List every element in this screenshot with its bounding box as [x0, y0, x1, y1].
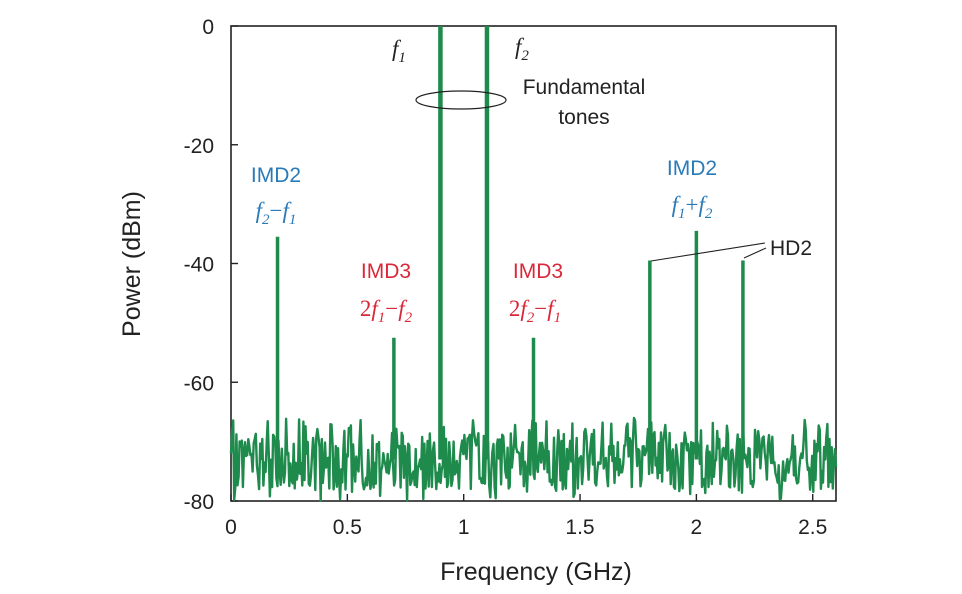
f2-label: f2: [515, 34, 529, 64]
hd2-label: HD2: [770, 237, 812, 260]
y-tick-label: -80: [184, 491, 214, 514]
imd2-right-expr: f1+f2: [672, 192, 713, 222]
f1-label: f1: [392, 36, 406, 66]
y-axis-title: Power (dBm): [118, 191, 146, 337]
fundamental-ellipse: [415, 90, 507, 110]
imd3-right-title: IMD3: [513, 260, 563, 283]
x-tick-label: 2.5: [798, 516, 827, 539]
x-tick-label: 1: [458, 516, 470, 539]
imd2-right-title: IMD2: [667, 157, 717, 180]
x-axis-title: Frequency (GHz): [440, 558, 632, 586]
y-tick-label: -40: [184, 254, 214, 277]
y-tick-label: -60: [184, 372, 214, 395]
fundamental-label: Fundamental: [523, 76, 646, 99]
hd2-leader-left: [650, 242, 766, 262]
imd2-left-title: IMD2: [251, 164, 301, 187]
spectrum-trace: [229, 26, 838, 502]
x-tick-label: 2: [691, 516, 703, 539]
tones-label: tones: [558, 106, 609, 129]
x-tick-label: 1.5: [565, 516, 594, 539]
imd3-left-expr: 2f1−f2: [360, 296, 413, 326]
hd2-leader-right: [743, 247, 767, 259]
imd2-left-expr: f2−f1: [256, 198, 297, 228]
imd3-right-expr: 2f2−f1: [509, 296, 561, 326]
noise-floor-trace: [229, 416, 838, 502]
x-axis: 0 0.5 1 1.5 2 2.5: [225, 494, 827, 539]
imd3-left-title: IMD3: [361, 260, 411, 283]
x-tick-label: 0: [225, 516, 237, 539]
x-tick-label: 0.5: [333, 516, 362, 539]
y-tick-label: -20: [184, 135, 214, 158]
y-tick-label: 0: [202, 16, 214, 39]
y-axis: 0 -20 -40 -60 -80: [184, 16, 238, 514]
